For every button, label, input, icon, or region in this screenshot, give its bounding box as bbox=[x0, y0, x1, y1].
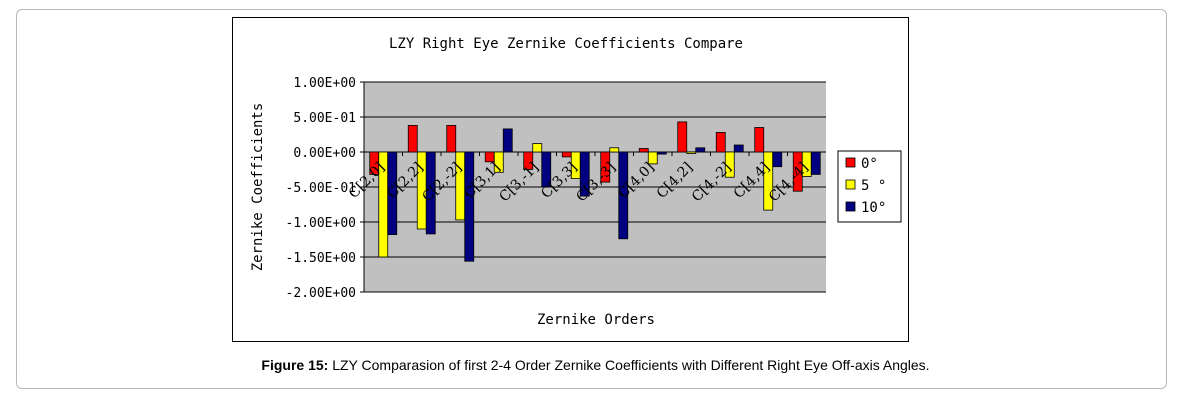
bar bbox=[656, 151, 667, 155]
bar bbox=[523, 151, 534, 170]
bar bbox=[493, 151, 504, 173]
bar bbox=[695, 147, 706, 153]
y-axis-label: Zernike Coefficients bbox=[250, 103, 266, 272]
y-tick-label: -2.00E+00 bbox=[286, 286, 356, 301]
x-axis-label: Zernike Orders bbox=[537, 312, 655, 328]
y-tick-label: -1.50E+00 bbox=[286, 251, 356, 266]
bar bbox=[561, 151, 572, 158]
legend: 0° 5 ° 10° bbox=[837, 150, 902, 223]
legend-swatch bbox=[845, 179, 856, 190]
bar bbox=[810, 151, 821, 175]
figure-caption: Figure 15: LZY Comparasion of first 2-4 … bbox=[0, 357, 1191, 373]
bar bbox=[579, 151, 590, 197]
bar bbox=[715, 131, 726, 153]
legend-label: 0° bbox=[861, 156, 878, 172]
bar bbox=[407, 125, 418, 153]
bar bbox=[686, 151, 697, 154]
bar bbox=[647, 151, 658, 165]
bar bbox=[677, 121, 688, 153]
legend-label: 5 ° bbox=[861, 178, 886, 194]
bar bbox=[455, 151, 466, 221]
y-tick-label: -5.00E-01 bbox=[286, 181, 356, 196]
plot-area: 1.00E+00 5.00E-01 0.00E+00 -5.00E-01 -1.00E+… bbox=[286, 76, 826, 301]
bar bbox=[754, 127, 765, 153]
caption-text: LZY Comparasion of first 2-4 Order Zerni… bbox=[328, 357, 930, 373]
chart-title: LZY Right Eye Zernike Coefficients Compa… bbox=[389, 36, 743, 52]
bar bbox=[600, 151, 611, 183]
y-tick-label: 1.00E+00 bbox=[293, 76, 356, 91]
bar bbox=[502, 128, 513, 153]
bar bbox=[763, 151, 774, 211]
bar bbox=[638, 148, 649, 153]
bar bbox=[387, 151, 398, 235]
legend-swatch bbox=[845, 201, 856, 212]
bar bbox=[724, 151, 735, 178]
bar bbox=[425, 151, 436, 235]
bar bbox=[464, 151, 475, 262]
bar bbox=[532, 143, 543, 153]
y-tick-label: -1.00E+00 bbox=[286, 216, 356, 231]
y-tick-label: 5.00E-01 bbox=[293, 111, 356, 126]
bar bbox=[446, 125, 457, 153]
bar bbox=[541, 151, 552, 188]
bar bbox=[733, 144, 744, 153]
legend-swatch bbox=[845, 157, 856, 168]
y-tick-label: 0.00E+00 bbox=[293, 146, 356, 161]
legend-label: 10° bbox=[861, 200, 886, 216]
bar bbox=[618, 151, 629, 240]
bar bbox=[609, 147, 620, 153]
caption-label: Figure 15: bbox=[261, 357, 329, 373]
bar bbox=[772, 151, 783, 168]
